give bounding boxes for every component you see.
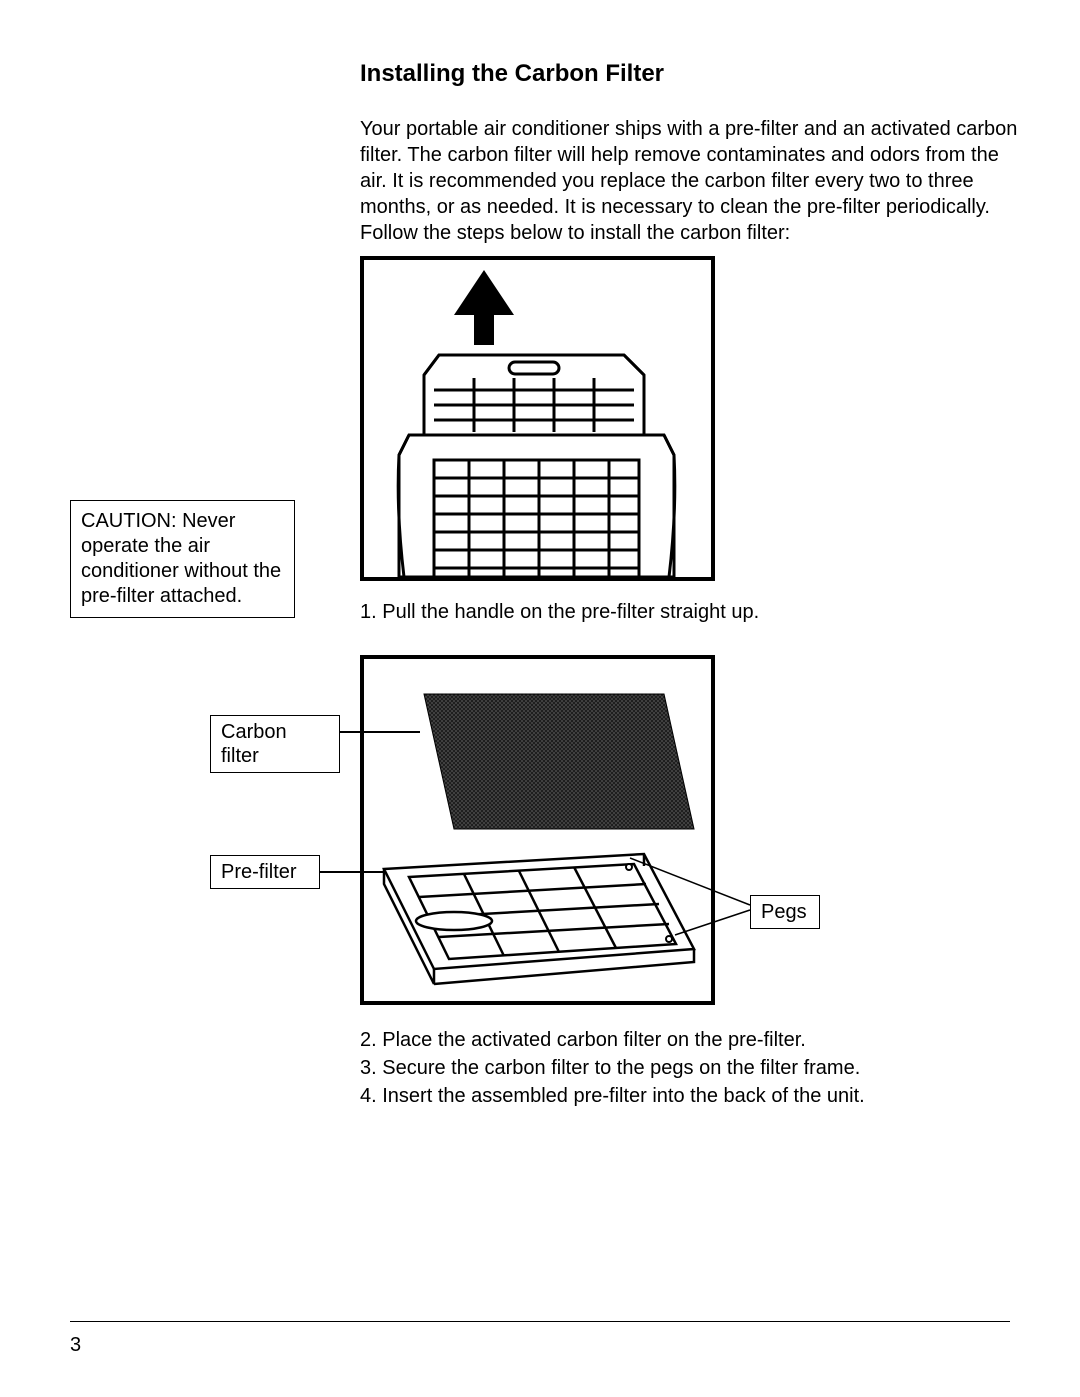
callout-lines-pegs	[610, 850, 760, 930]
step-4: 4. Insert the assembled pre-filter into …	[360, 1083, 1020, 1109]
content-column: Installing the Carbon Filter Your portab…	[360, 60, 1020, 1109]
figure-2-wrapper: Carbon filter Pre-filter Pegs	[210, 655, 1030, 1015]
section-heading: Installing the Carbon Filter	[360, 60, 1020, 88]
footer-rule	[70, 1321, 1010, 1322]
caution-box: CAUTION: Never operate the air condition…	[70, 500, 295, 618]
step-2: 2. Place the activated carbon filter on …	[360, 1027, 1020, 1053]
callout-pegs: Pegs	[750, 895, 820, 929]
callout-pre-filter: Pre-filter	[210, 855, 320, 889]
figure-2-svg	[364, 659, 711, 1001]
callout-line-prefilter	[320, 871, 385, 873]
step-1: 1. Pull the handle on the pre-filter str…	[360, 599, 1020, 625]
page: Installing the Carbon Filter Your portab…	[0, 0, 1080, 1397]
callout-carbon-filter: Carbon filter	[210, 715, 340, 773]
figure-2	[360, 655, 715, 1005]
intro-paragraph: Your portable air conditioner ships with…	[360, 116, 1020, 246]
step-3: 3. Secure the carbon filter to the pegs …	[360, 1055, 1020, 1081]
figure-1-svg	[364, 260, 711, 577]
figure-1	[360, 256, 715, 581]
callout-line-carbon	[340, 731, 420, 733]
page-number: 3	[70, 1334, 81, 1357]
